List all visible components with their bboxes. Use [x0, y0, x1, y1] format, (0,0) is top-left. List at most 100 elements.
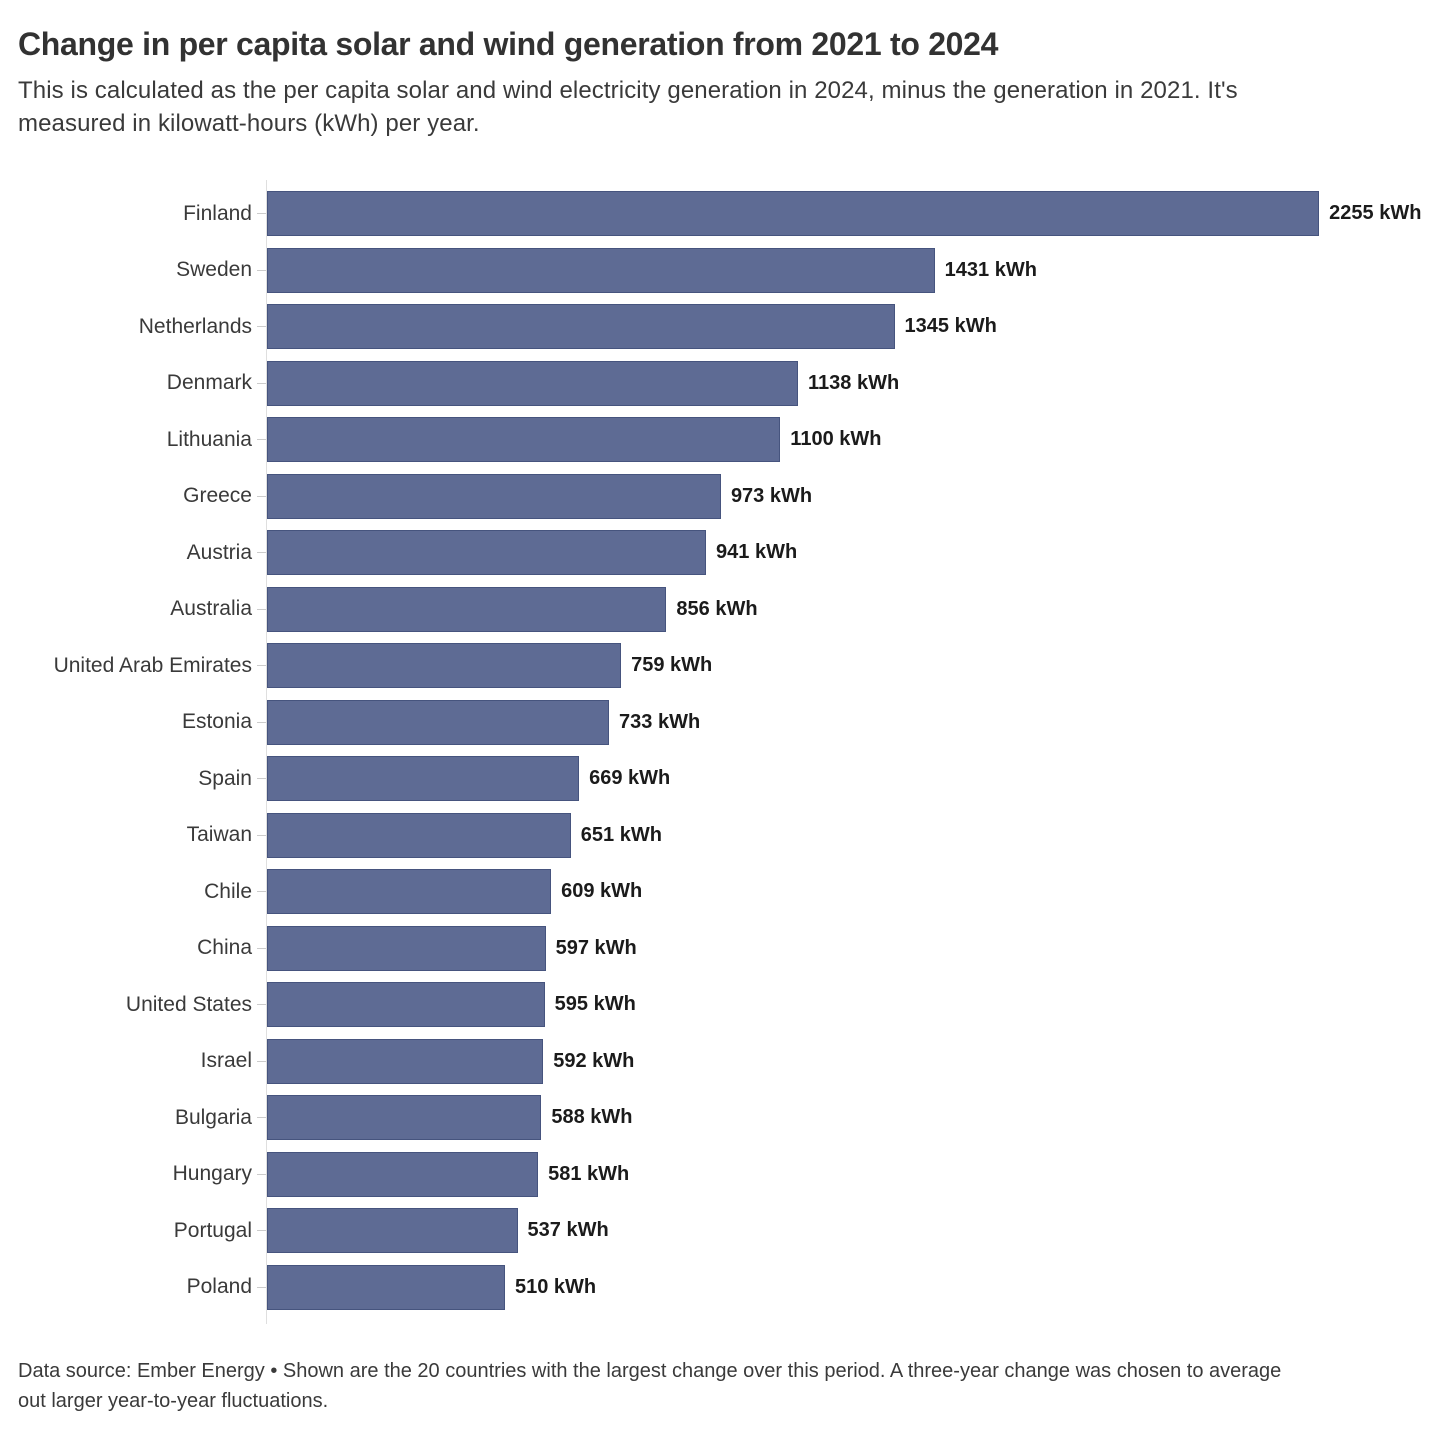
country-label: Greece — [183, 484, 252, 507]
category-label-cell: Bulgaria — [16, 1106, 266, 1130]
bar-row: China 597 kWh — [16, 920, 1440, 977]
category-label-cell: Austria — [16, 541, 266, 565]
value-label: 941 kWh — [716, 541, 798, 563]
value-label: 1100 kWh — [790, 428, 882, 450]
bar-area: 597 kWh — [267, 925, 1440, 971]
bar-area: 1138 kWh — [267, 360, 1440, 406]
value-label: 588 kWh — [551, 1106, 633, 1128]
bar-area: 1431 kWh — [267, 247, 1440, 293]
chart-title: Change in per capita solar and wind gene… — [18, 26, 999, 62]
axis-tick — [257, 834, 266, 836]
bar — [267, 812, 571, 858]
value-label: 759 kWh — [631, 654, 713, 676]
bar — [267, 247, 935, 293]
bar-row: Taiwan 651 kWh — [16, 807, 1440, 864]
bar — [267, 1208, 518, 1253]
bar — [267, 982, 545, 1027]
category-label-cell: Israel — [16, 1049, 266, 1073]
bar-area: 2255 kWh — [267, 191, 1440, 236]
category-label-cell: Lithuania — [16, 428, 266, 452]
bar-row: Austria 941 kWh — [16, 524, 1440, 581]
axis-tick — [257, 1004, 266, 1005]
bar — [267, 191, 1320, 236]
bar-area: 973 kWh — [267, 473, 1440, 519]
axis-tick — [257, 778, 266, 779]
value-label: 581 kWh — [548, 1162, 630, 1185]
bar — [267, 925, 546, 971]
bar-row: Estonia 733 kWh — [16, 694, 1440, 751]
category-label-cell: Estonia — [16, 710, 266, 734]
data-source-note: Data source: Ember Energy • Shown are th… — [18, 1360, 1282, 1413]
bar-row: United Arab Emirates 759 kWh — [16, 637, 1440, 694]
country-label: Australia — [170, 597, 252, 620]
category-label-cell: Chile — [16, 880, 266, 904]
country-label: Austria — [186, 540, 252, 564]
category-label-cell: United States — [16, 993, 266, 1017]
axis-tick — [257, 213, 266, 214]
axis-tick — [257, 439, 266, 440]
country-label: Denmark — [166, 371, 252, 394]
category-label-cell: Poland — [16, 1275, 266, 1299]
bar-row: Australia 856 kWh — [16, 581, 1440, 638]
axis-tick — [257, 947, 266, 949]
category-label-cell: Sweden — [16, 258, 266, 282]
bar — [267, 869, 552, 914]
axis-tick — [257, 891, 266, 892]
category-label-cell: Spain — [16, 767, 266, 791]
bar-row: United States 595 kWh — [16, 976, 1440, 1033]
category-label-cell: Hungary — [16, 1162, 266, 1186]
chart-subtitle: This is calculated as the per capita sol… — [18, 77, 1238, 137]
bar — [267, 1151, 539, 1197]
bar — [267, 586, 667, 632]
bar-area: 1100 kWh — [267, 417, 1440, 462]
country-label: Poland — [186, 1275, 252, 1298]
category-label-cell: Finland — [16, 202, 266, 226]
bar — [267, 699, 610, 745]
bar-row: Greece 973 kWh — [16, 468, 1440, 525]
bar — [267, 756, 580, 801]
axis-tick — [257, 382, 266, 384]
value-label: 1138 kWh — [808, 371, 900, 394]
category-label-cell: Taiwan — [16, 823, 266, 847]
country-label: Lithuania — [166, 427, 252, 451]
value-label: 592 kWh — [553, 1049, 635, 1072]
bar — [267, 1095, 542, 1140]
value-label: 1431 kWh — [944, 258, 1037, 281]
axis-tick — [257, 1060, 266, 1062]
axis-tick — [257, 552, 266, 553]
bar-area: 592 kWh — [267, 1038, 1440, 1084]
bar — [267, 360, 799, 406]
country-label: United States — [125, 992, 252, 1016]
country-label: Estonia — [181, 710, 252, 733]
bar-rows-container: Finland 2255 kWh Sweden 1431 kWh Netherlands… — [16, 185, 1440, 1315]
bar — [267, 1038, 544, 1084]
category-label-cell: Denmark — [16, 371, 266, 395]
bar — [267, 304, 895, 349]
bar-area: 759 kWh — [267, 643, 1440, 688]
bar-area: 595 kWh — [267, 982, 1440, 1027]
bar-area: 856 kWh — [267, 586, 1440, 632]
country-label: Netherlands — [138, 314, 252, 338]
country-label: Chile — [204, 879, 252, 903]
value-label: 856 kWh — [676, 597, 758, 620]
axis-tick — [257, 1230, 266, 1231]
axis-tick — [257, 1117, 266, 1118]
value-label: 595 kWh — [554, 993, 636, 1015]
bar — [267, 473, 721, 519]
bar-area: 941 kWh — [267, 530, 1440, 575]
country-label: United Arab Emirates — [53, 653, 252, 677]
bar-area: 1345 kWh — [267, 304, 1440, 349]
value-label: 510 kWh — [515, 1275, 597, 1298]
bar-chart: Finland 2255 kWh Sweden 1431 kWh Netherlands… — [16, 180, 1440, 1325]
country-label: Finland — [183, 201, 252, 225]
bar-area: 651 kWh — [267, 812, 1440, 858]
country-label: Portugal — [173, 1218, 252, 1242]
bar-row: Finland 2255 kWh — [16, 185, 1440, 242]
bar-area: 510 kWh — [267, 1264, 1440, 1310]
bar-row: Lithuania 1100 kWh — [16, 411, 1440, 468]
bar-row: Israel 592 kWh — [16, 1033, 1440, 1090]
bar-area: 669 kWh — [267, 756, 1440, 801]
bar-row: Spain 669 kWh — [16, 750, 1440, 807]
country-label: Hungary — [172, 1162, 252, 1185]
country-label: Sweden — [176, 258, 252, 281]
